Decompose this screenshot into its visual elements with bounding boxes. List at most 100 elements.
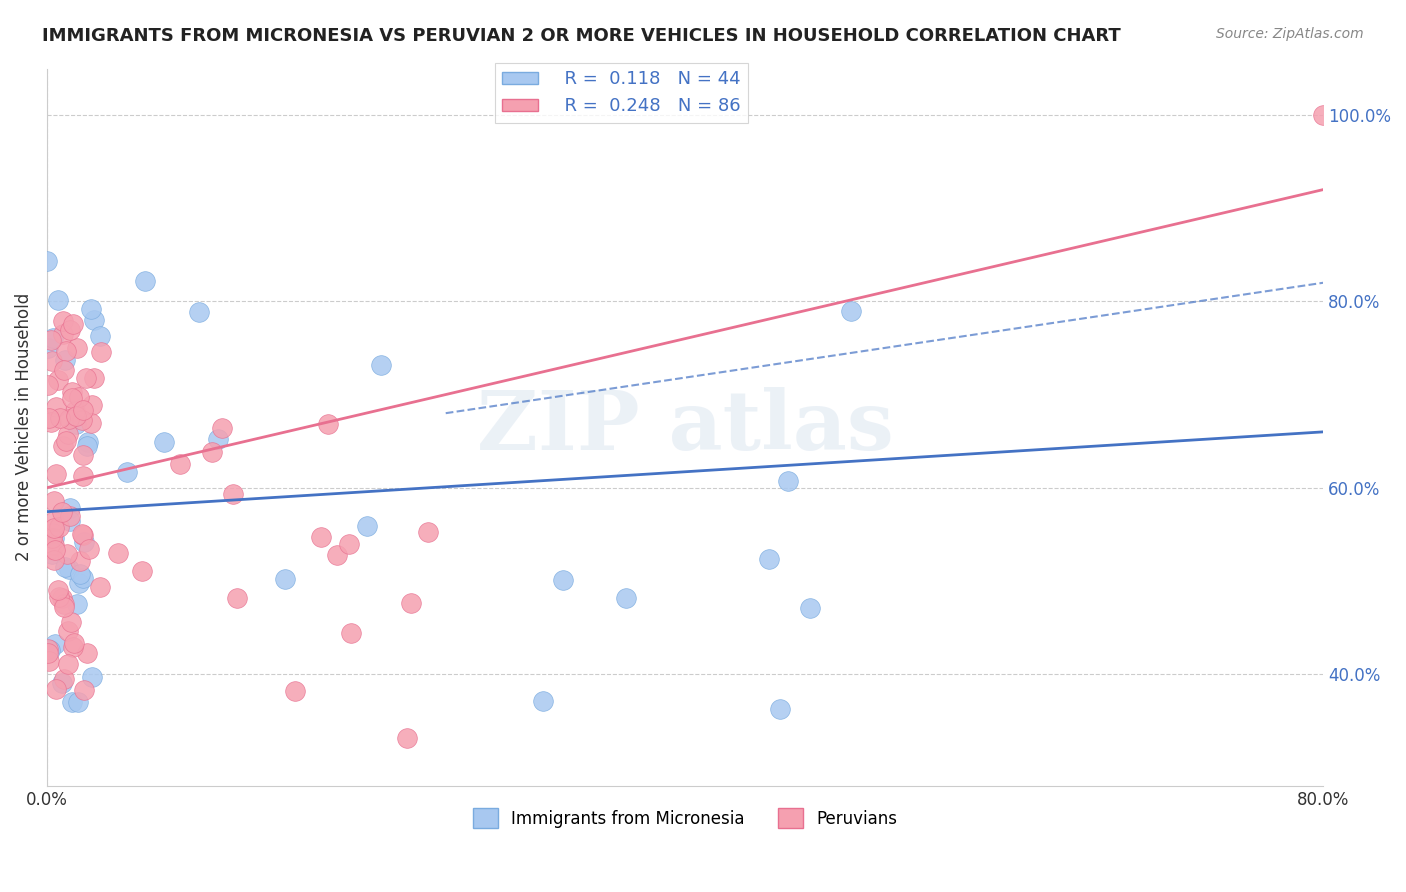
Point [37, 378, 59, 392]
Point [337, 537, 360, 551]
Point [55, 344, 77, 359]
Point [38, 542, 60, 557]
Point [39, 334, 62, 348]
Legend: Immigrants from Micronesia, Peruvians: Immigrants from Micronesia, Peruvians [467, 801, 904, 835]
Point [58, 657, 80, 671]
Y-axis label: 2 or more Vehicles in Household: 2 or more Vehicles in Household [15, 293, 32, 561]
Point [46, 582, 69, 597]
Point [52, 599, 75, 614]
Point [60, 391, 83, 405]
Point [356, 519, 378, 533]
Point [52, 439, 75, 453]
Point [72, 402, 94, 417]
Text: ZIP atlas: ZIP atlas [477, 387, 893, 467]
Point [41, 353, 63, 368]
Point [82, 397, 104, 411]
Point [63, 636, 86, 650]
Text: IMMIGRANTS FROM MICRONESIA VS PERUVIAN 2 OR MORE VEHICLES IN HOUSEHOLD CORRELATI: IMMIGRANTS FROM MICRONESIA VS PERUVIAN 2… [42, 27, 1121, 45]
Point [62, 317, 84, 331]
Point [77, 542, 100, 557]
Point [41, 531, 63, 545]
Point [59, 501, 82, 516]
Point [39, 415, 62, 429]
Point [44, 493, 66, 508]
Point [309, 530, 332, 544]
Point [131, 564, 153, 578]
Point [76, 435, 98, 450]
Point [58, 562, 80, 576]
Point [274, 573, 297, 587]
Point [225, 591, 247, 605]
Point [51, 504, 73, 518]
Point [51, 676, 73, 690]
Point [37, 646, 59, 660]
Point [59, 508, 82, 523]
Point [52, 326, 75, 341]
Point [614, 591, 637, 606]
Point [53, 363, 76, 377]
Point [55, 547, 77, 561]
Point [340, 626, 363, 640]
Point [66, 597, 89, 611]
Point [395, 731, 418, 745]
Point [221, 487, 243, 501]
Point [72, 528, 94, 542]
Point [35, 253, 58, 268]
Point [70, 413, 93, 427]
Point [841, 303, 863, 318]
Point [72, 571, 94, 585]
Point [73, 682, 96, 697]
Point [1312, 108, 1334, 122]
Point [56, 427, 79, 442]
Point [201, 445, 224, 459]
Point [211, 420, 233, 434]
Point [63, 404, 86, 418]
Point [326, 549, 349, 563]
Point [72, 449, 94, 463]
Point [66, 341, 89, 355]
Point [83, 313, 105, 327]
Point [69, 566, 91, 581]
Point [44, 514, 66, 528]
Point [553, 574, 575, 588]
Point [769, 702, 792, 716]
Point [79, 417, 101, 431]
Point [59, 615, 82, 629]
Point [45, 681, 67, 696]
Point [59, 323, 82, 337]
Point [42, 538, 65, 552]
Point [776, 475, 799, 489]
Point [316, 417, 339, 431]
Point [65, 417, 87, 431]
Point [370, 358, 392, 372]
Point [76, 439, 98, 453]
Point [799, 600, 821, 615]
Point [134, 274, 156, 288]
Point [62, 640, 84, 655]
Point [83, 371, 105, 385]
Point [42, 331, 65, 345]
Point [80, 301, 103, 316]
Point [115, 465, 138, 479]
Text: Source: ZipAtlas.com: Source: ZipAtlas.com [1216, 27, 1364, 41]
Point [56, 624, 79, 638]
Point [89, 580, 111, 594]
Point [59, 514, 82, 528]
Point [44, 543, 66, 558]
Point [55, 559, 77, 574]
Point [46, 373, 69, 387]
Point [49, 411, 72, 425]
Point [51, 591, 73, 606]
Point [42, 531, 65, 545]
Point [45, 401, 67, 415]
Point [41, 547, 63, 561]
Point [52, 314, 75, 328]
Point [90, 344, 112, 359]
Point [284, 683, 307, 698]
Point [55, 434, 77, 448]
Point [53, 597, 76, 611]
Point [48, 590, 70, 604]
Point [758, 552, 780, 566]
Point [67, 575, 90, 590]
Point [399, 596, 422, 610]
